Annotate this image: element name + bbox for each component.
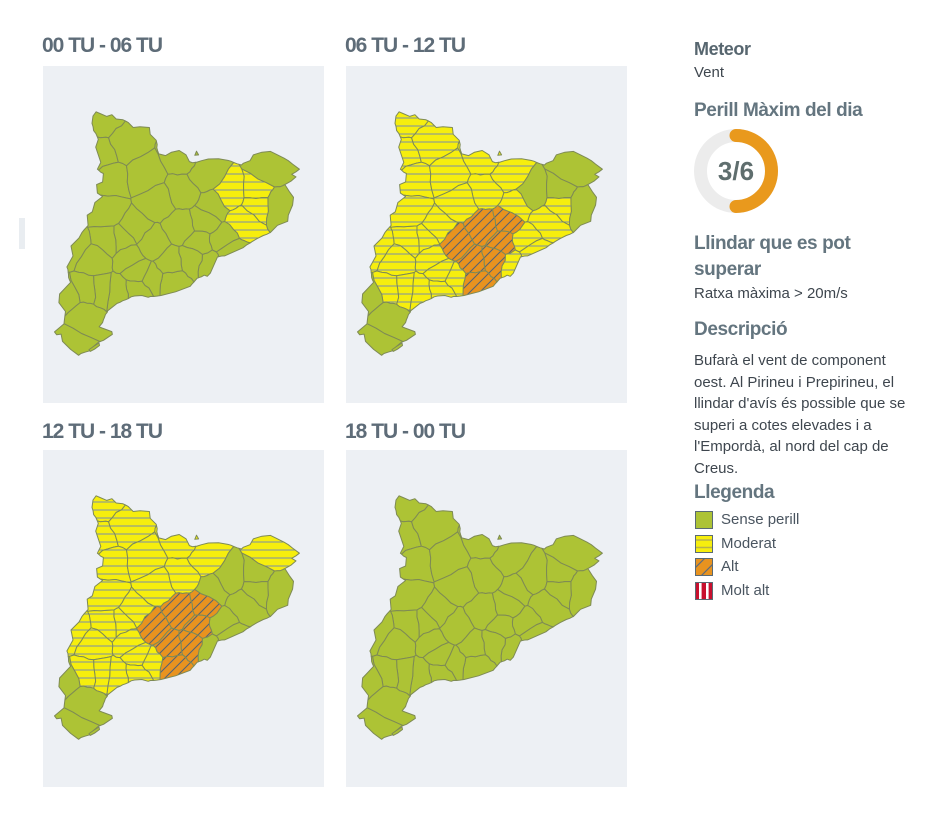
svg-text:3/6: 3/6 <box>718 156 754 186</box>
